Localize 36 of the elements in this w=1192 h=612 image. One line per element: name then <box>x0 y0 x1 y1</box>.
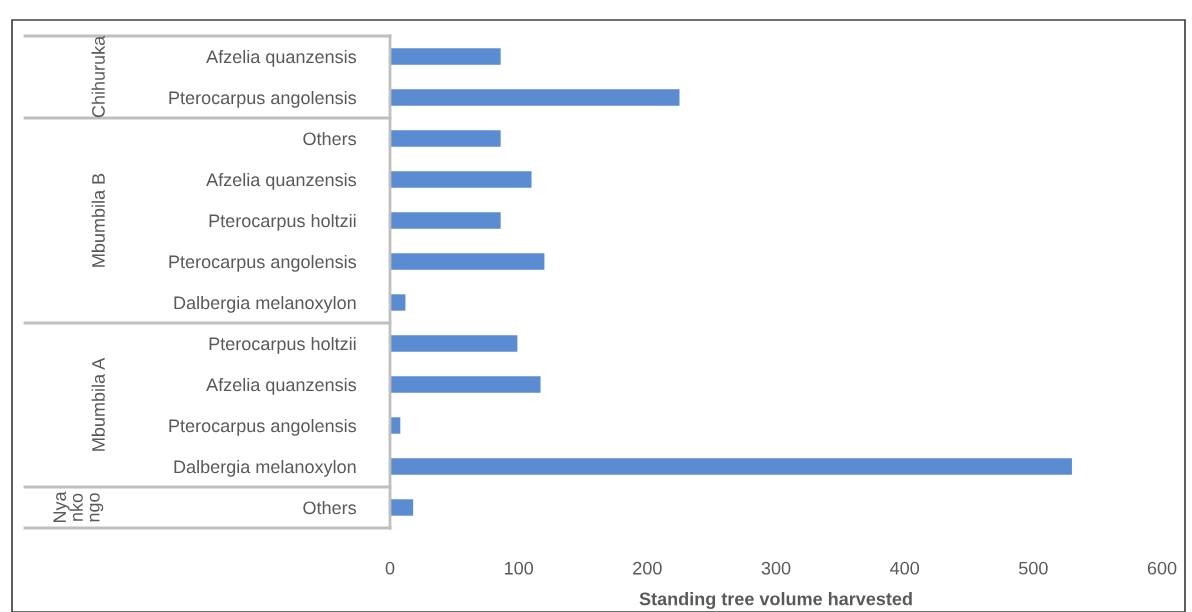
bar <box>390 48 501 65</box>
text: Nyankongo <box>53 491 104 523</box>
y-tick-label: Dalbergia melanoxylon <box>174 295 356 313</box>
y-tick-label: Others <box>303 500 357 515</box>
y-tick-label: Pterocarpus holtzii <box>209 213 356 231</box>
y-tick-label: Afzelia quanzensis <box>206 49 357 67</box>
text: Mbumbila A <box>91 357 105 451</box>
bar <box>390 376 541 393</box>
y-tick-label: Afzelia quanzensis <box>206 172 357 190</box>
y-tick-label: Pterocarpus angolensis <box>169 254 357 272</box>
bar <box>390 89 680 106</box>
bar <box>390 171 532 188</box>
x-axis-title: Standing tree volume harvested <box>639 592 912 609</box>
bar <box>390 458 1072 475</box>
text: Mbumbila B <box>91 173 105 267</box>
y-tick-label: Pterocarpus angolensis <box>169 90 357 108</box>
x-tick-label: 0 <box>385 561 395 575</box>
y-tick-label: Afzelia quanzensis <box>206 377 357 395</box>
x-tick-label: 100 <box>504 561 534 575</box>
x-tick-label: 500 <box>1018 561 1048 575</box>
bar <box>390 499 414 516</box>
x-tick-label: 400 <box>890 561 920 575</box>
bar <box>390 294 406 311</box>
bar <box>390 212 501 229</box>
x-tick-label: 200 <box>633 561 662 575</box>
bar <box>390 130 501 147</box>
bar <box>390 335 518 352</box>
bar <box>390 417 401 434</box>
y-tick-label: Pterocarpus angolensis <box>169 418 357 436</box>
text: Chihuruka <box>91 35 105 118</box>
y-tick-label: Pterocarpus holtzii <box>209 336 356 354</box>
bar <box>390 253 545 270</box>
y-tick-label: Dalbergia melanoxylon <box>174 459 356 477</box>
x-tick-label: 600 <box>1147 561 1177 575</box>
y-tick-label: Others <box>303 131 357 146</box>
x-tick-label: 300 <box>761 561 791 575</box>
